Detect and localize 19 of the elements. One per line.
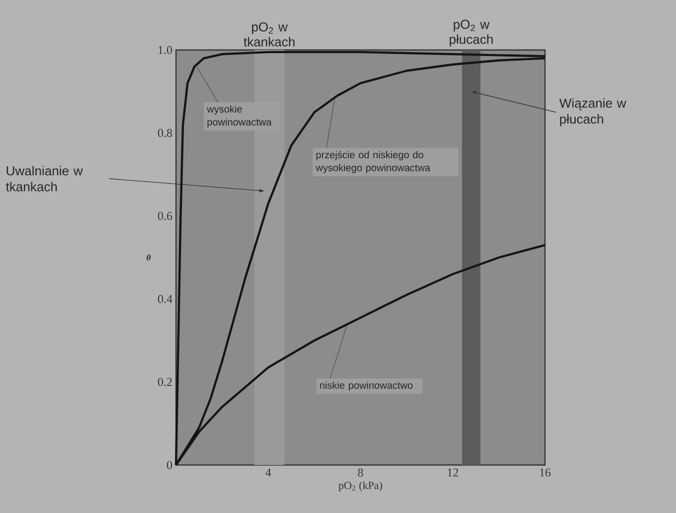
text: Uwalnianie w tkankach <box>6 166 83 192</box>
x-tick-label: 4 <box>265 468 272 476</box>
x-tick-label: 16 <box>540 468 551 477</box>
y-tick-label: 0.6 <box>158 212 172 220</box>
y-tick-label: 1.0 <box>158 46 172 54</box>
band-label: pO$_{2}$ w płucach <box>450 20 493 46</box>
band-label: pO$_{2}$ w tkankach <box>244 22 294 46</box>
annotation: wysokie powinowactwa <box>206 105 272 128</box>
y-axis-title: θ <box>146 254 150 261</box>
x-tick-label: 12 <box>448 468 458 476</box>
y-tick-label: 0 <box>166 460 172 470</box>
y-tick-label: 0.4 <box>158 294 172 304</box>
text: Wiązanie w płucach <box>559 98 626 126</box>
y-tick-label: 0.2 <box>158 378 172 386</box>
annotation: niskie powinowactwo <box>320 382 413 391</box>
y-tick-label: 0.8 <box>158 128 172 138</box>
x-tick-label: 8 <box>358 468 364 477</box>
x-axis-title: pO$_{2}$ (kPa) <box>338 481 382 492</box>
annotation: przejście od niskiego do wysokiego powinowactwa <box>316 150 430 174</box>
